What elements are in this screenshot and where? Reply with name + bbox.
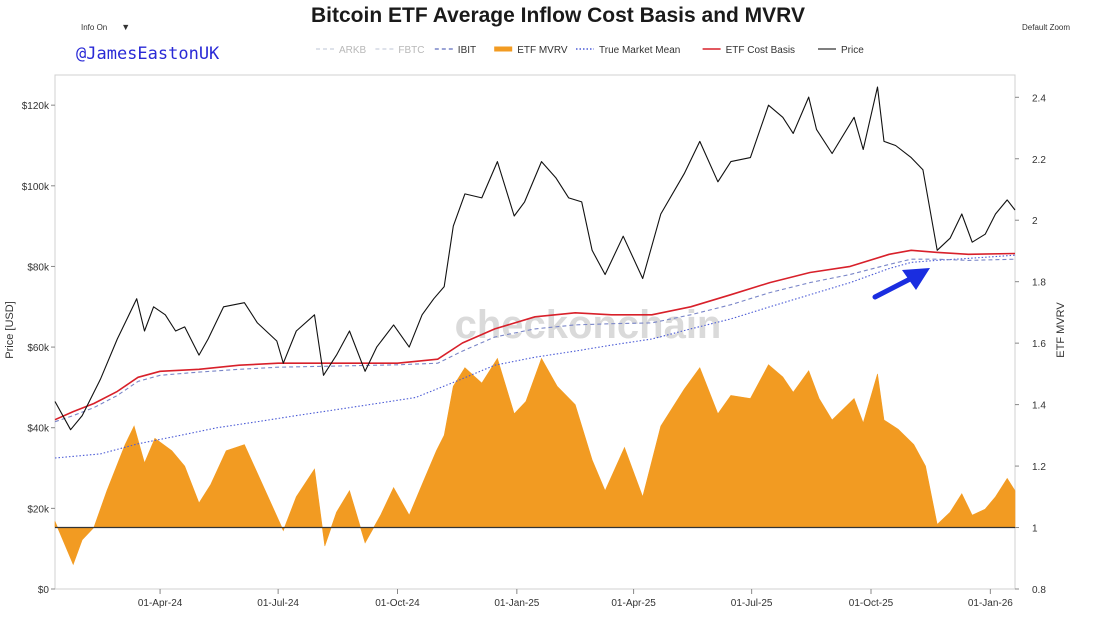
axes: $0 $20k $40k $60k $80k $100k $120k 0.8 1 1.2 1.4 1.… <box>4 74 1067 609</box>
legend-item-fbtc: FBTC <box>375 45 425 56</box>
chart-title: Bitcoin ETF Average Inflow Cost Basis an… <box>311 4 805 27</box>
legend-label: IBIT <box>458 45 476 56</box>
zoom-select[interactable]: Default Zoom <box>1022 23 1071 32</box>
plot-frame <box>54 74 1016 590</box>
x-tick-label: 01-Oct-24 <box>375 598 420 609</box>
y2-tick-label: 2.4 <box>1032 93 1046 104</box>
y2-tick-label: 1.2 <box>1032 462 1046 473</box>
series-true-market-mean-line <box>54 254 1016 459</box>
y2-tick-label: 1.8 <box>1032 278 1046 289</box>
y2-tick-label: 1.6 <box>1032 339 1046 350</box>
series-ibit <box>54 258 1016 423</box>
legend-label: FBTC <box>398 45 424 56</box>
legend-item-arkb: ARKB <box>316 45 367 56</box>
legend-item-etf-mvrv: ETF MVRV <box>494 45 568 56</box>
series-etf-mvrv-area <box>54 357 1016 566</box>
series-etf-cost-basis <box>54 249 1016 421</box>
y2-tick-label: 1.4 <box>1032 401 1046 412</box>
series-price <box>54 86 1016 431</box>
x-tick-label: 01-Jan-25 <box>494 598 539 609</box>
legend-item-ibit: IBIT <box>434 45 476 56</box>
y2-tick-label: 1 <box>1032 524 1038 535</box>
series-price-line <box>54 86 1016 431</box>
y-tick-label: $120k <box>22 101 50 112</box>
x-tick-label: 01-Apr-25 <box>611 598 656 609</box>
y-tick-label: $80k <box>27 262 50 273</box>
annotation-arrow <box>872 268 930 300</box>
y-tick-label: $60k <box>27 343 50 354</box>
x-tick-label: 01-Oct-25 <box>849 598 894 609</box>
legend-label: True Market Mean <box>599 45 680 56</box>
chevron-down-icon: ▼ <box>121 22 131 32</box>
x-tick-label: 01-Jul-24 <box>257 598 299 609</box>
x-tick-label: 01-Jan-26 <box>968 598 1013 609</box>
info-toggle-button[interactable]: Info On ▼ <box>81 22 130 32</box>
y-tick-label: $0 <box>38 585 50 596</box>
x-tick-label: 01-Jul-25 <box>731 598 773 609</box>
series-true-market-mean <box>54 254 1016 459</box>
y2-axis-title: ETF MVRV <box>1055 302 1067 358</box>
legend-label: ETF MVRV <box>517 45 568 56</box>
y2-tick-label: 0.8 <box>1032 585 1046 596</box>
legend-label: ARKB <box>339 45 367 56</box>
y-tick-label: $40k <box>27 424 50 435</box>
legend-item-etf-cost-basis: ETF Cost Basis <box>702 45 795 56</box>
legend-item-true-market-mean: True Market Mean <box>576 45 680 56</box>
watermark: checkonchain <box>455 303 722 347</box>
info-toggle-label: Info On <box>81 23 108 32</box>
y-tick-label: $100k <box>22 182 50 193</box>
y2-tick-label: 2.2 <box>1032 155 1046 166</box>
legend-label: Price <box>841 45 864 56</box>
y-axis-title: Price [USD] <box>4 301 16 358</box>
legend-label: ETF Cost Basis <box>726 45 795 56</box>
legend-item-price: Price <box>818 45 864 56</box>
x-tick-label: 01-Apr-24 <box>138 598 183 609</box>
y2-tick-label: 2 <box>1032 216 1038 227</box>
y-tick-label: $20k <box>27 504 50 515</box>
series-layer <box>54 86 1016 566</box>
series-etf-mvrv <box>54 357 1016 566</box>
legend: ARKB FBTC IBIT ETF MVRV True Market Mean ETF … <box>316 45 864 56</box>
author-handle: @JamesEastonUK <box>76 44 220 64</box>
